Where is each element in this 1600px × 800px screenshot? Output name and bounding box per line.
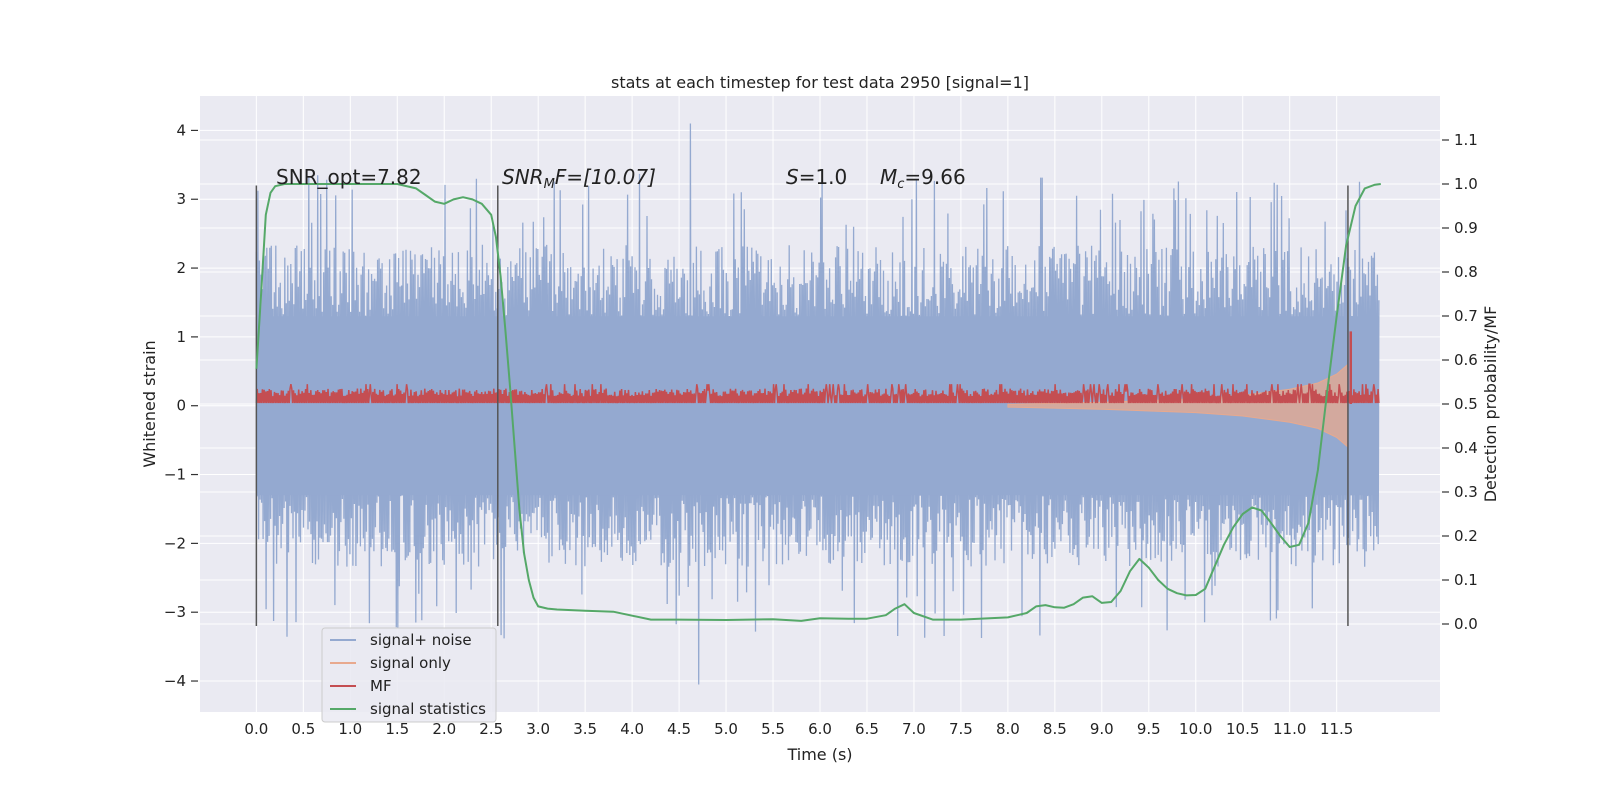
x-tick-label: 8.0 [996,720,1020,738]
x-tick-label: 4.0 [620,720,644,738]
legend-label-mf: MF [370,677,392,695]
x-tick-label: 6.0 [808,720,832,738]
x-tick-label: 2.5 [479,720,503,738]
x-tick-label: 1.5 [385,720,409,738]
x-tick-label: 6.5 [855,720,879,738]
right-tick-label: 0.6 [1454,351,1478,369]
right-tick-label: 0.8 [1454,263,1478,281]
mf-series [255,331,1380,404]
right-tick-label: 0.7 [1454,307,1478,325]
y-tick-label: 3 [176,190,186,208]
chart-title: stats at each timestep for test data 295… [611,73,1029,92]
right-tick-label: 0.3 [1454,483,1478,501]
annotation-mc-var: M [880,165,897,189]
x-axis-label: Time (s) [786,745,852,764]
y-tick-label: −4 [164,672,186,690]
legend-label-signal-statistics: signal statistics [370,700,486,718]
x-ticks: 0.0 0.5 1.0 1.5 2.0 2.5 3.0 3.5 4.0 4.5 5.0 5.5 6.0 6… [244,720,1353,738]
x-tick-label: 2.0 [432,720,456,738]
right-tick-label: 0.5 [1454,395,1478,413]
right-tick-label: 1.1 [1454,131,1478,149]
right-tick-label: 0.1 [1454,571,1478,589]
y-tick-label: −2 [164,534,186,552]
right-tick-label: 0.2 [1454,527,1478,545]
legend-box [321,627,497,723]
legend-label-signal-only: signal only [370,654,451,672]
x-tick-label: 11.5 [1320,720,1353,738]
right-tick-label: 1.0 [1454,175,1478,193]
x-tick-label: 0.5 [291,720,315,738]
x-tick-label: 9.0 [1090,720,1114,738]
annotation-mc: Mc=9.66 [880,165,966,192]
x-tick-label: 5.5 [761,720,785,738]
x-tick-label: 3.5 [573,720,597,738]
y-tick-label: 1 [176,328,186,346]
signal-statistics-line [255,183,1381,622]
annotation-snr-mf-sub: M [544,177,555,192]
annotation-snr-mf-var: SNR [502,165,544,189]
x-tick-label: 5.0 [714,720,738,738]
y-axis-label: Whitened strain [140,340,159,467]
x-tick-label: 9.5 [1137,720,1161,738]
right-tick-label: 0.9 [1454,219,1478,237]
annotation-mc-value: =9.66 [904,165,965,189]
x-tick-label: 8.5 [1043,720,1067,738]
x-tick-label: 7.5 [949,720,973,738]
signal-noise-line [255,123,1380,685]
x-tick-label: 1.0 [338,720,362,738]
annotation-snr-opt: SNR_opt=7.82 [276,165,422,189]
x-tick-label: 7.0 [902,720,926,738]
y-ticks-right: 1.1 1.0 0.9 0.8 0.7 0.6 0.5 0.4 0.3 0.2 0.1 0.0 [1442,131,1478,633]
right-axis-label: Detection probability/MF [1481,306,1500,503]
right-tick-label: 0.0 [1454,615,1478,633]
x-tick-label: 11.0 [1273,720,1306,738]
x-tick-label: 10.0 [1179,720,1212,738]
annotation-mc-sub: c [897,177,904,192]
annotation-snr-mf: SNRMF=[10.07] [502,165,656,192]
y-tick-label: −1 [164,466,186,484]
legend: signal+ noise signal only MF signal stat… [321,627,497,723]
x-tick-label: 10.5 [1226,720,1259,738]
annotation-snr-mf-f: F=[10.07] [555,165,656,189]
legend-label-signal-noise: signal+ noise [370,631,472,649]
y-tick-label: −3 [164,603,186,621]
x-tick-label: 0.0 [244,720,268,738]
annotation-s-value: =1.0 [799,165,848,189]
mf-line [255,383,1380,404]
right-tick-label: 0.4 [1454,439,1478,457]
y-tick-label: 0 [176,397,186,415]
annotation-s: S=1.0 [786,165,847,189]
x-tick-label: 4.5 [667,720,691,738]
y-ticks-left: 4 3 2 1 0 −1 −2 −3 −4 [164,121,198,690]
signal-statistics-series [255,183,1381,622]
annotation-s-var: S [786,165,799,189]
y-tick-label: 4 [176,121,186,139]
y-tick-label: 2 [176,259,186,277]
x-tick-label: 3.0 [526,720,550,738]
